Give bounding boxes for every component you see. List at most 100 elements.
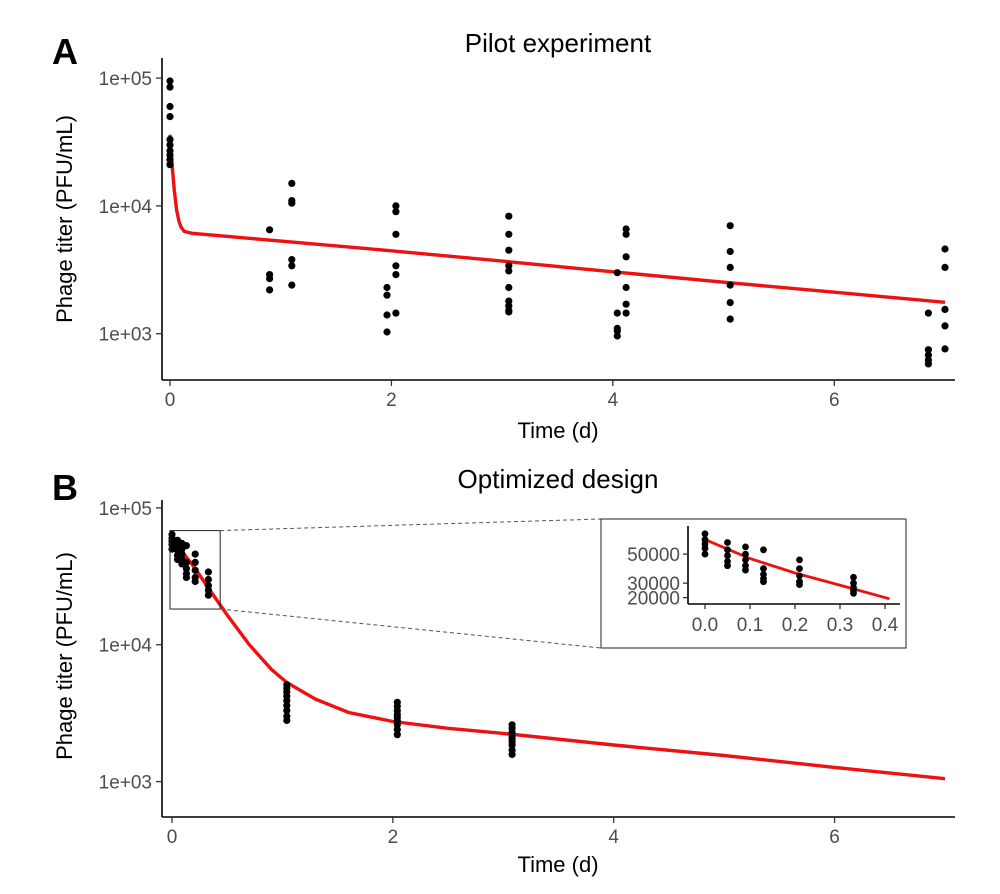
x-tick-label: 2 [388, 827, 399, 848]
y-tick-label: 1e+04 [99, 197, 153, 218]
panel-a-y-label: Phage titer (PFU/mL) [52, 115, 77, 323]
data-point [726, 315, 734, 323]
inset-data-point [701, 544, 709, 552]
data-point [166, 141, 174, 149]
panel-b-y-label: Phage titer (PFU/mL) [52, 552, 77, 760]
data-point [392, 202, 400, 210]
inset-data-point [760, 578, 767, 586]
inset-data-point [796, 565, 803, 572]
inset-x-tick-label: 0.0 [692, 615, 718, 636]
data-point [288, 281, 296, 289]
panel-b-x-label: Time (d) [517, 852, 598, 877]
inset-data-point [701, 550, 709, 558]
data-point [505, 308, 513, 316]
data-point [924, 346, 933, 354]
data-point [383, 291, 391, 299]
data-point [383, 311, 391, 319]
data-point [924, 309, 933, 317]
data-point [178, 550, 186, 558]
data-point [166, 113, 174, 121]
inset-data-point [742, 556, 749, 564]
data-point [383, 328, 391, 336]
data-point [613, 309, 621, 317]
data-point [726, 299, 734, 307]
y-tick-label: 1e+04 [99, 636, 153, 657]
inset-x-tick-label: 0.2 [782, 615, 808, 636]
data-point [505, 283, 513, 292]
inset-points [701, 530, 857, 597]
data-point [924, 351, 933, 359]
data-point [191, 550, 199, 558]
data-point [182, 565, 190, 573]
data-point [941, 245, 949, 253]
x-tick-label: 6 [829, 827, 840, 848]
data-point [204, 575, 212, 584]
data-point [191, 566, 199, 574]
data-point [383, 283, 391, 292]
x-tick-label: 0 [165, 390, 176, 411]
inset-data-point [742, 543, 749, 551]
data-point [622, 300, 630, 308]
data-point [393, 731, 401, 739]
data-point [392, 262, 400, 270]
data-point [166, 83, 174, 91]
data-point [182, 542, 190, 550]
inset-x-tick-label: 0.3 [827, 615, 853, 636]
panel-b-title: Optimized design [458, 464, 659, 494]
x-tick-label: 4 [608, 827, 619, 848]
inset-fit-line [704, 538, 890, 601]
inset-x-tick-label: 0.1 [737, 615, 763, 636]
data-point [726, 263, 734, 271]
inset-x-tick-label: 0.4 [872, 615, 899, 636]
zoom-guide-top [220, 518, 602, 532]
panel-b-fit-line [170, 537, 946, 781]
data-point [288, 179, 296, 187]
data-point [726, 247, 734, 256]
data-point [166, 77, 174, 85]
data-point [283, 716, 291, 725]
inset-data-point [724, 562, 731, 570]
inset-data-point [760, 546, 767, 554]
data-point [613, 269, 621, 277]
data-point [393, 726, 401, 734]
zoom-region-box [169, 530, 221, 610]
inset-data-point [724, 552, 731, 559]
data-point [622, 225, 630, 233]
panel-a-fit-line [168, 134, 946, 304]
panel-b-tag: B [52, 467, 78, 508]
inset-y-tick-label: 30000 [627, 574, 680, 595]
data-point [622, 309, 630, 317]
panel-a-title: Pilot experiment [465, 28, 652, 58]
data-point [266, 226, 274, 234]
inset-data-point [742, 550, 749, 558]
data-point [505, 262, 513, 270]
data-point [941, 305, 949, 313]
data-point [166, 156, 174, 164]
data-point [622, 283, 630, 292]
inset-data-point [760, 565, 767, 572]
data-point [505, 267, 513, 275]
inset-data-point [850, 589, 857, 597]
data-point [283, 701, 291, 710]
data-point [505, 246, 513, 254]
data-point [288, 199, 296, 207]
panel-b-ticks: 0 2 4 6 1e+03 1e+04 1e+05 [99, 499, 840, 848]
data-point [508, 741, 516, 749]
data-point [182, 558, 190, 567]
x-tick-label: 4 [608, 390, 619, 411]
panel-a-x-label: Time (d) [517, 418, 598, 443]
data-point [613, 332, 621, 340]
panel-b: B Optimized design Phage titer (PFU/mL) … [52, 464, 955, 877]
inset-y-tick-label: 50000 [627, 545, 680, 566]
data-point [505, 230, 513, 238]
x-tick-label: 6 [829, 390, 840, 411]
inset-data-point [724, 546, 731, 554]
data-point [392, 271, 400, 279]
data-point [726, 222, 734, 230]
inset-data-point [742, 566, 749, 574]
data-point [392, 309, 400, 317]
data-point [288, 256, 296, 264]
inset-data-point [701, 530, 709, 538]
inset-y-tick-label: 20000 [627, 589, 680, 610]
